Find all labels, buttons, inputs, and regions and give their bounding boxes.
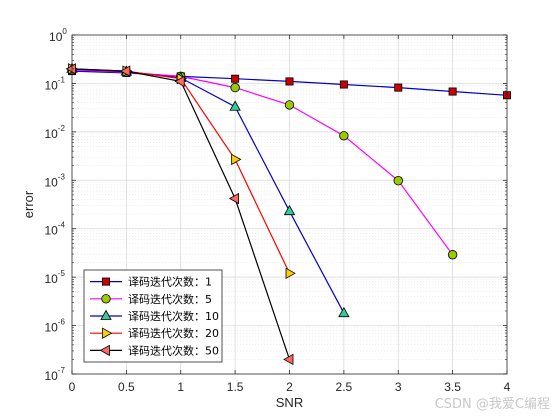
y-tick-label: 10 bbox=[44, 78, 58, 92]
y-tick-exponent: -5 bbox=[58, 269, 66, 278]
x-tick-label: 4 bbox=[504, 380, 511, 394]
data-point bbox=[65, 63, 76, 75]
legend-label: 译码迭代次数：50 bbox=[128, 343, 219, 357]
y-tick-label: 10 bbox=[49, 30, 63, 44]
legend-swatch-marker bbox=[99, 344, 110, 357]
data-point bbox=[230, 82, 240, 93]
y-axis-label: error bbox=[21, 190, 36, 218]
data-point bbox=[339, 131, 349, 141]
data-point bbox=[285, 77, 294, 86]
y-tick-exponent: 0 bbox=[62, 27, 67, 36]
data-point bbox=[229, 100, 241, 111]
x-tick-label: 3 bbox=[395, 380, 402, 394]
y-tick-exponent: -7 bbox=[58, 366, 66, 375]
data-point bbox=[283, 204, 296, 216]
data-point bbox=[339, 80, 348, 89]
data-point bbox=[338, 306, 350, 318]
y-tick-label: 10 bbox=[44, 175, 58, 189]
x-tick-label: 2.5 bbox=[336, 380, 353, 394]
legend-label: 译码迭代次数：5 bbox=[128, 292, 212, 306]
legend-item: 译码迭代次数：20 bbox=[90, 326, 219, 340]
y-tick-exponent: -2 bbox=[58, 124, 66, 133]
legend-label: 译码迭代次数：10 bbox=[128, 309, 219, 323]
data-point bbox=[447, 250, 458, 260]
legend-swatch-marker bbox=[100, 309, 112, 320]
y-tick-label: 10 bbox=[44, 321, 58, 335]
legend-label: 译码迭代次数：1 bbox=[128, 275, 212, 289]
x-tick-label: 1.5 bbox=[227, 380, 244, 394]
data-point bbox=[283, 353, 294, 366]
data-point bbox=[231, 74, 240, 83]
x-tick-label: 3.5 bbox=[444, 380, 461, 394]
data-point bbox=[120, 65, 131, 77]
x-tick-label: 1 bbox=[177, 380, 184, 394]
y-tick-exponent: -3 bbox=[58, 172, 66, 181]
legend-swatch-marker bbox=[102, 327, 113, 339]
y-tick-label: 10 bbox=[44, 369, 58, 383]
data-point bbox=[393, 176, 403, 186]
data-point bbox=[285, 267, 296, 279]
legend-item: 译码迭代次数：5 bbox=[90, 292, 212, 306]
y-tick-label: 10 bbox=[44, 224, 58, 238]
data-point bbox=[228, 192, 240, 205]
series-5 bbox=[65, 63, 294, 366]
y-tick-exponent: -1 bbox=[58, 75, 66, 84]
axes bbox=[71, 34, 508, 375]
data-point bbox=[231, 153, 242, 166]
legend-label: 译码迭代次数：20 bbox=[128, 326, 219, 340]
legend-item: 译码迭代次数：10 bbox=[90, 309, 219, 323]
y-tick-exponent: -4 bbox=[58, 221, 66, 230]
legend: 译码迭代次数：1 译码迭代次数：5 译码迭代次数：10 译码迭代次数：20 译码迭代次数… bbox=[83, 269, 223, 363]
data-point bbox=[284, 100, 295, 110]
legend-item: 译码迭代次数：50 bbox=[90, 343, 219, 357]
data-point bbox=[394, 83, 403, 92]
y-tick-label: 10 bbox=[44, 272, 58, 286]
legend-swatch-marker bbox=[102, 277, 111, 286]
x-axis-label: SNR bbox=[276, 395, 303, 410]
y-tick-label: 10 bbox=[44, 127, 58, 141]
x-tick-label: 0 bbox=[69, 380, 76, 394]
legend-swatch-marker bbox=[101, 294, 111, 304]
watermark-text: CSDN @我爱C编程 bbox=[435, 397, 550, 412]
x-tick-label: 2 bbox=[286, 380, 293, 394]
legend-item: 译码迭代次数：1 bbox=[90, 275, 212, 289]
y-tick-exponent: -6 bbox=[58, 318, 66, 327]
x-tick-label: 0.5 bbox=[118, 380, 135, 394]
data-point bbox=[448, 87, 457, 96]
data-point bbox=[174, 75, 185, 88]
